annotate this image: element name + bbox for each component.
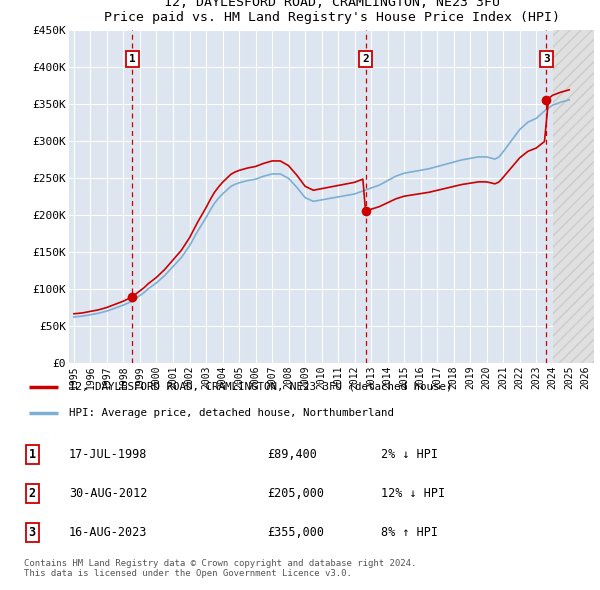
Text: 1: 1 [29,448,36,461]
Text: 16-AUG-2023: 16-AUG-2023 [69,526,148,539]
Text: 3: 3 [29,526,36,539]
Text: 3: 3 [543,54,550,64]
Bar [553,30,594,363]
Text: 2% ↓ HPI: 2% ↓ HPI [381,448,438,461]
Bar [553,30,594,363]
Text: Contains HM Land Registry data © Crown copyright and database right 2024.
This d: Contains HM Land Registry data © Crown c… [23,559,416,578]
Text: 8% ↑ HPI: 8% ↑ HPI [381,526,438,539]
Text: 2: 2 [362,54,369,64]
Text: 17-JUL-1998: 17-JUL-1998 [69,448,148,461]
Text: 30-AUG-2012: 30-AUG-2012 [69,487,148,500]
Text: 12, DAYLESFORD ROAD, CRAMLINGTON, NE23 3FU (detached house): 12, DAYLESFORD ROAD, CRAMLINGTON, NE23 3… [69,382,452,392]
Text: 2: 2 [29,487,36,500]
Text: £89,400: £89,400 [268,448,317,461]
Text: £205,000: £205,000 [268,487,325,500]
Text: £355,000: £355,000 [268,526,325,539]
Text: 1: 1 [129,54,136,64]
Text: 12% ↓ HPI: 12% ↓ HPI [381,487,445,500]
Text: HPI: Average price, detached house, Northumberland: HPI: Average price, detached house, Nort… [69,408,394,418]
Title: 12, DAYLESFORD ROAD, CRAMLINGTON, NE23 3FU
Price paid vs. HM Land Registry's Hou: 12, DAYLESFORD ROAD, CRAMLINGTON, NE23 3… [104,0,560,24]
